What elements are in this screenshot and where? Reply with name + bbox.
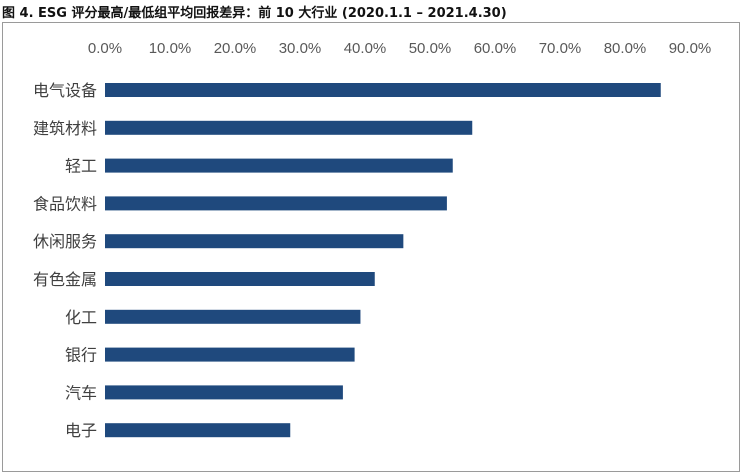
chart-title: 图 4. ESG 评分最高/最低组平均回报差异：前 10 大行业 (2020.1… [2, 5, 507, 21]
bar [105, 120, 473, 135]
bar [105, 385, 343, 400]
category-label: 轻工 [65, 157, 97, 176]
bar [105, 196, 447, 211]
category-label: 建筑材料 [33, 119, 97, 138]
category-label: 银行 [65, 346, 97, 365]
category-label: 化工 [65, 308, 97, 327]
bar [105, 309, 361, 324]
bar [105, 272, 375, 286]
x-tick-label: 50.0% [409, 40, 452, 57]
category-label: 休闲服务 [33, 232, 97, 251]
x-tick-label: 10.0% [149, 40, 192, 57]
x-tick-label: 70.0% [539, 40, 582, 57]
category-label: 电子 [65, 421, 97, 440]
category-label: 食品饮料 [33, 194, 97, 213]
bar [105, 158, 453, 173]
bar [105, 234, 404, 249]
category-label: 电气设备 [33, 81, 97, 100]
bar [105, 423, 291, 438]
x-tick-label: 0.0% [88, 40, 122, 57]
category-label: 有色金属 [33, 270, 97, 289]
x-tick-label: 20.0% [214, 40, 257, 57]
bar [105, 83, 661, 97]
x-tick-label: 90.0% [669, 40, 712, 57]
x-tick-label: 60.0% [474, 40, 517, 57]
bars [105, 83, 661, 438]
x-tick-label: 30.0% [279, 40, 322, 57]
x-axis-ticks: 0.0% 10.0% 20.0% 30.0% 40.0% 50.0% 60.0% 70.0% 8… [88, 40, 711, 57]
bar [105, 347, 355, 362]
x-tick-label: 40.0% [344, 40, 387, 57]
category-label: 汽车 [65, 383, 97, 402]
x-tick-label: 80.0% [604, 40, 647, 57]
